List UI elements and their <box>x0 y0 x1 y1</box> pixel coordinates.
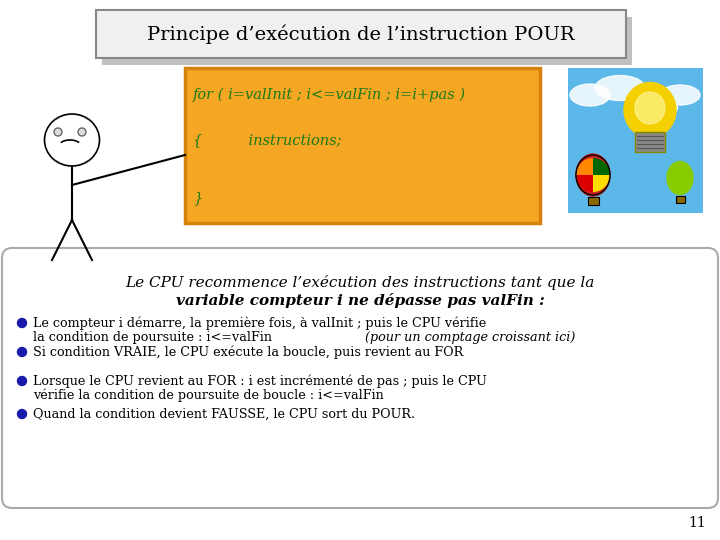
Ellipse shape <box>576 154 610 196</box>
Wedge shape <box>593 175 610 192</box>
Ellipse shape <box>660 85 700 105</box>
Ellipse shape <box>595 76 645 100</box>
Circle shape <box>78 128 86 136</box>
FancyBboxPatch shape <box>635 132 665 152</box>
FancyBboxPatch shape <box>185 68 540 223</box>
Text: Si condition VRAIE, le CPU exécute la boucle, puis revient au FOR: Si condition VRAIE, le CPU exécute la bo… <box>33 345 463 359</box>
Text: Quand la condition devient FAUSSE, le CPU sort du POUR.: Quand la condition devient FAUSSE, le CP… <box>33 408 415 421</box>
Text: Lorsque le CPU revient au FOR : i est incrémenté de pas ; puis le CPU: Lorsque le CPU revient au FOR : i est in… <box>33 374 487 388</box>
FancyBboxPatch shape <box>675 195 685 202</box>
Text: for ( i=valInit ; i<=valFin ; i=i+pas ): for ( i=valInit ; i<=valFin ; i=i+pas ) <box>193 88 466 102</box>
Ellipse shape <box>45 114 99 166</box>
Text: (pour un comptage croissant ici): (pour un comptage croissant ici) <box>365 330 575 343</box>
Text: vérifie la condition de poursuite de boucle : i<=valFin: vérifie la condition de poursuite de bou… <box>33 388 384 402</box>
Ellipse shape <box>635 92 665 124</box>
Text: Le CPU recommence l’exécution des instructions tant que la: Le CPU recommence l’exécution des instru… <box>125 274 595 289</box>
Wedge shape <box>576 175 593 192</box>
Ellipse shape <box>570 84 610 106</box>
FancyBboxPatch shape <box>102 17 632 65</box>
FancyBboxPatch shape <box>2 248 718 508</box>
Circle shape <box>17 409 27 418</box>
Circle shape <box>17 348 27 356</box>
Wedge shape <box>576 158 593 175</box>
Circle shape <box>17 319 27 327</box>
Ellipse shape <box>642 99 678 117</box>
Ellipse shape <box>667 161 693 194</box>
Text: }: } <box>193 191 202 205</box>
Text: {          instructions;: { instructions; <box>193 133 341 147</box>
Circle shape <box>17 376 27 386</box>
Text: la condition de poursuite : i<=valFin: la condition de poursuite : i<=valFin <box>33 330 276 343</box>
Text: 11: 11 <box>688 516 706 530</box>
FancyBboxPatch shape <box>96 10 626 58</box>
FancyBboxPatch shape <box>568 68 703 213</box>
Wedge shape <box>593 158 610 175</box>
Text: Le compteur i démarre, la première fois, à valInit ; puis le CPU vérifie: Le compteur i démarre, la première fois,… <box>33 316 486 330</box>
Text: Principe d’exécution de l’instruction POUR: Principe d’exécution de l’instruction PO… <box>147 24 575 44</box>
Text: variable compteur i ne dépasse pas valFin :: variable compteur i ne dépasse pas valFi… <box>176 293 544 307</box>
Ellipse shape <box>624 83 676 138</box>
FancyBboxPatch shape <box>588 197 598 205</box>
Circle shape <box>54 128 62 136</box>
